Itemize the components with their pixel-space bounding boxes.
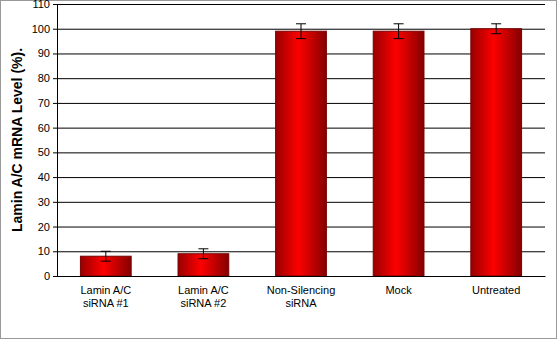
y-tick-mark <box>53 152 57 153</box>
x-tick-label: Lamin A/CsiRNA #1 <box>80 284 131 309</box>
y-tick-label: 0 <box>44 270 50 282</box>
y-axis-line <box>53 5 58 277</box>
y-tick-label: 110 <box>32 0 50 10</box>
grid-line <box>57 4 545 5</box>
y-tick-label: 70 <box>38 97 50 109</box>
y-tick: 60 <box>38 122 57 134</box>
error-cap <box>296 38 306 39</box>
bar <box>276 31 327 276</box>
y-tick: 0 <box>44 270 57 282</box>
y-tick-mark <box>53 177 57 178</box>
y-tick: 110 <box>32 0 57 10</box>
error-bar <box>491 24 501 34</box>
chart: 0102030405060708090100110Lamin A/CsiRNA … <box>0 0 557 339</box>
x-tick-label-line: Lamin A/C <box>178 284 229 296</box>
y-axis-title: Lamin A/C mRNA Level (%). <box>9 48 25 232</box>
error-cap <box>101 261 111 262</box>
x-tick: Non-SilencingsiRNA <box>267 276 335 309</box>
x-tick: Untreated <box>472 276 520 296</box>
error-bar <box>394 24 404 39</box>
error-bar <box>198 249 208 259</box>
x-tick: Lamin A/CsiRNA #2 <box>178 276 229 309</box>
y-tick: 10 <box>38 245 57 257</box>
x-tick-label-line: Mock <box>385 284 412 296</box>
y-tick: 70 <box>38 97 57 109</box>
error-bar <box>296 24 306 39</box>
y-tick-label: 60 <box>38 122 50 134</box>
y-tick-mark <box>53 128 57 129</box>
y-axis: 0 10 20 30 40 50 60 70 80 90 100 110 <box>32 0 58 282</box>
y-tick-mark <box>53 202 57 203</box>
y-tick-mark <box>53 53 57 54</box>
x-tick-label: Untreated <box>472 284 520 296</box>
x-tick-label-line: siRNA <box>285 297 317 309</box>
bar <box>373 31 424 276</box>
error-stem <box>301 24 302 39</box>
frame <box>1 1 557 339</box>
x-tick-label-line: siRNA #2 <box>180 297 226 309</box>
y-tick-label: 40 <box>38 171 50 183</box>
y-tick-mark <box>53 78 57 79</box>
error-cap <box>296 23 306 24</box>
y-tick-mark <box>53 227 57 228</box>
error-cap <box>101 251 111 252</box>
error-cap <box>394 23 404 24</box>
grid-line <box>57 276 545 277</box>
y-tick-label: 20 <box>38 221 50 233</box>
error-bar <box>101 251 111 261</box>
x-tick-label: Non-SilencingsiRNA <box>267 284 335 309</box>
y-tick: 80 <box>38 72 57 84</box>
x-axis: Lamin A/CsiRNA #1Lamin A/CsiRNA #2Non-Si… <box>58 276 546 309</box>
x-tick-label: Mock <box>385 284 412 296</box>
y-tick-mark <box>53 29 57 30</box>
grid <box>57 5 545 277</box>
x-tick: Lamin A/CsiRNA #1 <box>80 276 131 309</box>
y-tick-label: 10 <box>38 245 50 257</box>
error-cap <box>198 258 208 259</box>
x-axis-line <box>58 276 546 277</box>
y-tick: 40 <box>38 171 57 183</box>
error-cap <box>394 38 404 39</box>
error-stem <box>398 24 399 39</box>
y-tick-label: 50 <box>38 146 50 158</box>
error-cap <box>491 23 501 24</box>
plot: 0102030405060708090100110Lamin A/CsiRNA … <box>32 0 546 309</box>
y-tick: 90 <box>38 47 57 59</box>
y-tick-mark <box>53 251 57 252</box>
y-tick: 20 <box>38 221 57 233</box>
error-stem <box>105 251 106 261</box>
error-stem <box>496 24 497 34</box>
error-stem <box>203 249 204 259</box>
x-tick-label-line: Lamin A/C <box>80 284 131 296</box>
marks <box>80 24 521 276</box>
y-tick-mark <box>53 276 57 277</box>
y-tick-mark <box>53 4 57 5</box>
y-tick-label: 100 <box>32 23 50 35</box>
x-tick-label-line: Untreated <box>472 284 520 296</box>
y-tick-label: 90 <box>38 47 50 59</box>
x-tick-label-line: siRNA #1 <box>83 297 129 309</box>
y-tick: 30 <box>38 196 57 208</box>
x-tick-label-line: Non-Silencing <box>267 284 335 296</box>
y-tick-label: 80 <box>38 72 50 84</box>
x-tick-label: Lamin A/CsiRNA #2 <box>178 284 229 309</box>
bar <box>471 29 522 276</box>
error-cap <box>491 33 501 34</box>
y-tick-label: 30 <box>38 196 50 208</box>
y-tick: 100 <box>32 23 57 35</box>
y-tick-mark <box>53 103 57 104</box>
error-cap <box>198 248 208 249</box>
x-tick: Mock <box>385 276 412 296</box>
y-tick: 50 <box>38 146 57 158</box>
